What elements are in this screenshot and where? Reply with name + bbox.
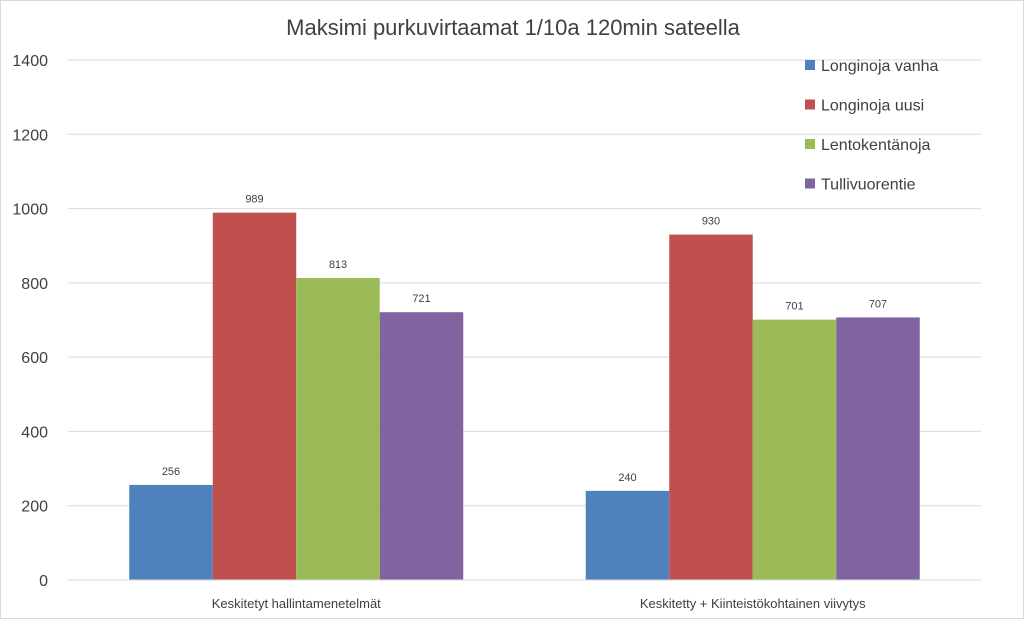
data-labels: 256 989 813 721 240 930 701 707 xyxy=(162,194,887,484)
axes: 0 200 400 600 800 1000 1200 1400 Keskitetyt hall… xyxy=(12,53,981,611)
chart-title: Maksimi purkuvirtaamat 1/10a 120min sate… xyxy=(286,15,740,40)
y-tick-label: 1000 xyxy=(12,202,48,219)
legend: Longinoja vanha Longinoja uusi Lentokentän… xyxy=(805,58,939,194)
legend-swatch xyxy=(805,99,815,110)
legend-label: Lentokentänoja xyxy=(821,137,931,154)
bar xyxy=(379,312,464,580)
data-label: 721 xyxy=(412,293,430,305)
data-label: 240 xyxy=(618,472,636,484)
data-label: 707 xyxy=(869,298,887,310)
data-label: 256 xyxy=(162,466,180,478)
legend-swatch xyxy=(805,139,815,149)
legend-label: Longinoja uusi xyxy=(821,98,924,115)
data-label: 701 xyxy=(785,301,803,313)
bar xyxy=(296,278,380,580)
data-label: 930 xyxy=(702,216,720,228)
bar xyxy=(129,484,213,580)
bar xyxy=(585,490,670,580)
y-tick-label: 800 xyxy=(21,276,48,293)
y-tick-label: 0 xyxy=(39,573,48,590)
legend-swatch xyxy=(805,178,815,189)
bar xyxy=(669,234,753,581)
bar xyxy=(752,319,837,580)
y-tick-label: 600 xyxy=(21,350,48,367)
y-tick-label: 400 xyxy=(21,424,48,441)
bar xyxy=(212,212,297,580)
y-tick-label: 1400 xyxy=(12,53,48,70)
bar xyxy=(836,317,920,580)
x-category-label: Keskitetyt hallintamenetelmät xyxy=(212,596,381,611)
legend-label: Tullivuorentie xyxy=(821,177,916,194)
y-tick-label: 1200 xyxy=(12,127,48,144)
y-tick-label: 200 xyxy=(21,499,48,516)
legend-label: Longinoja vanha xyxy=(821,58,939,75)
data-label: 813 xyxy=(329,259,347,271)
x-category-label: Keskitetty + Kiinteistökohtainen viivyty… xyxy=(640,596,866,611)
data-label: 989 xyxy=(245,194,263,206)
bars xyxy=(129,212,920,581)
legend-swatch xyxy=(805,60,815,70)
